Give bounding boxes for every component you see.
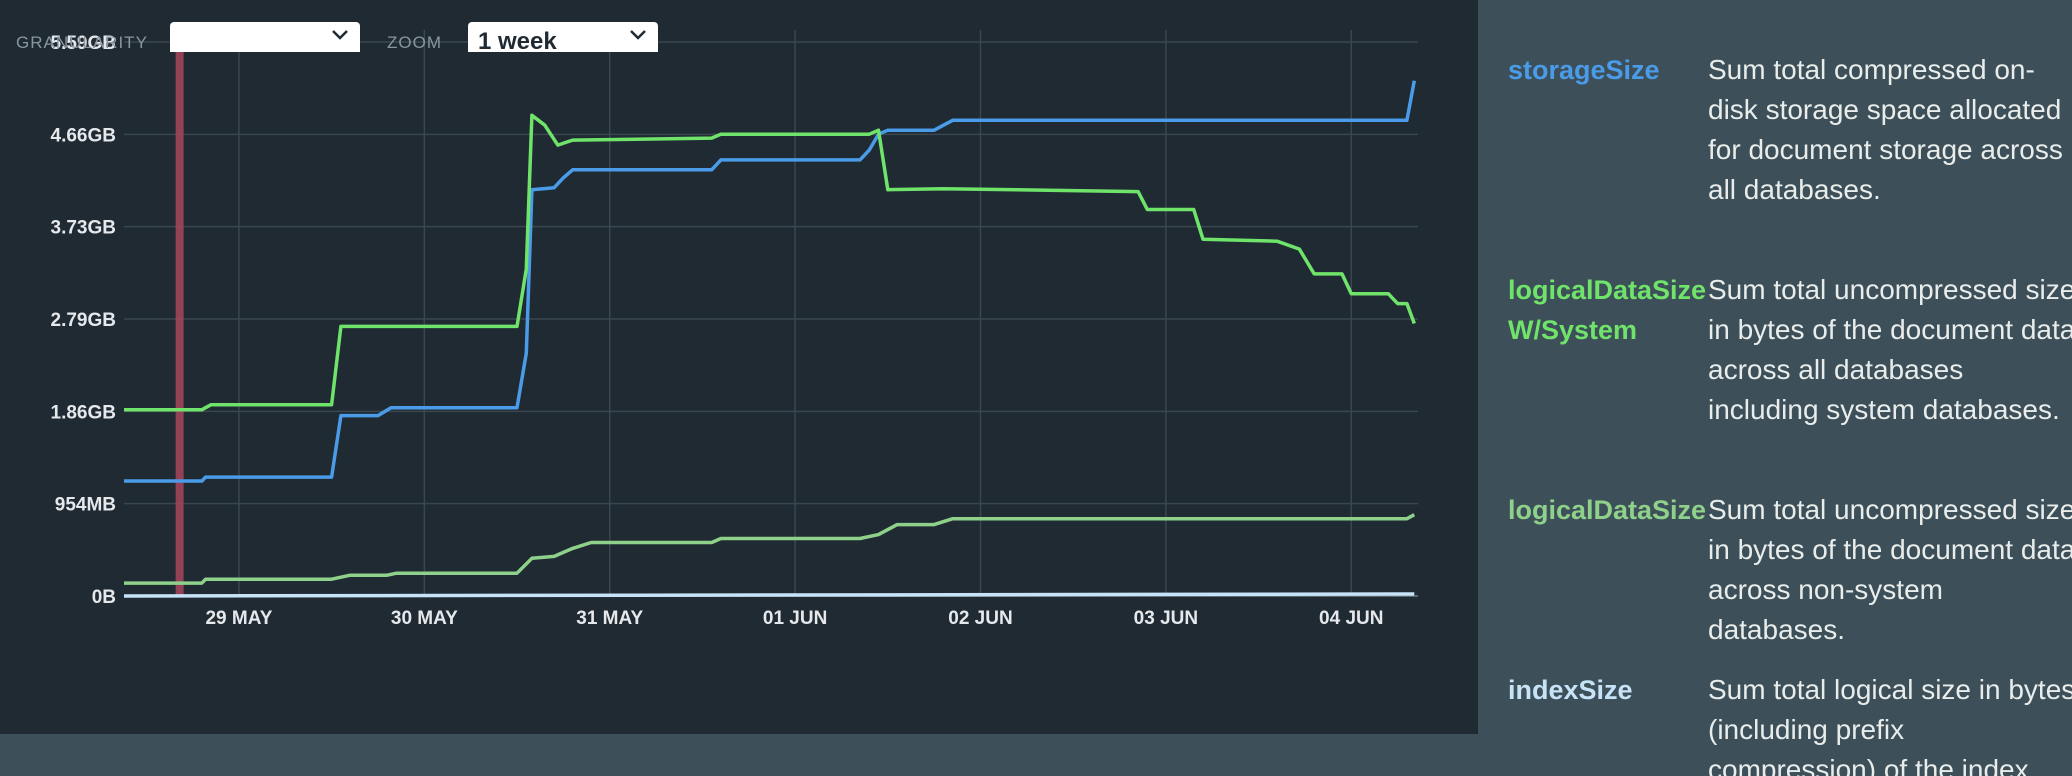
legend-name: indexSize	[1508, 675, 1633, 705]
granularity-select[interactable]	[170, 22, 360, 52]
y-tick-label: 954MB	[55, 495, 116, 516]
series-line-indexsize	[123, 592, 1415, 598]
series-line-logicaldatasize	[124, 513, 1416, 585]
zoom-label: ZOOM	[387, 33, 442, 52]
legend-desc: Sum total logical size in bytes (includi…	[1708, 674, 2072, 776]
legend-name: logicalDataSize W/System	[1508, 275, 1707, 345]
legend-desc: Sum total uncompressed size in bytes of …	[1708, 494, 2072, 645]
series-line-storagesize	[124, 80, 1417, 483]
time-marker	[175, 30, 184, 596]
legend-name: storageSize	[1508, 55, 1660, 85]
x-tick-label: 29 MAY	[205, 608, 272, 629]
y-tick-label: 4.66GB	[51, 125, 116, 146]
series-line-logicaldatasize-w-system	[124, 113, 1416, 412]
legend-desc: Sum total uncompressed size in bytes of …	[1708, 274, 2072, 425]
zoom-value: 1 week	[478, 28, 557, 52]
legend-desc: Sum total compressed on-disk storage spa…	[1708, 54, 2063, 205]
y-tick-label: 5.59GB	[51, 33, 116, 54]
x-tick-label: 01 JUN	[763, 608, 827, 629]
y-tick-label: 1.86GB	[51, 402, 116, 423]
x-tick-label: 02 JUN	[948, 608, 1012, 629]
x-tick-label: 31 MAY	[576, 608, 643, 629]
storage-chart: 0B 954MB 1.86GB 2.79GB 3.73GB 4.66GB 5.59GB 29 …	[51, 30, 1418, 629]
y-tick-label: 0B	[92, 587, 116, 608]
legend-panel: storageSize Sum total compressed on-disk…	[1478, 0, 2072, 776]
x-tick-label: 30 MAY	[391, 608, 458, 629]
chevron-down-icon	[332, 30, 348, 40]
x-tick-label: 03 JUN	[1134, 608, 1198, 629]
x-tick-label: 04 JUN	[1319, 608, 1383, 629]
legend-name: logicalDataSize	[1508, 495, 1707, 525]
zoom-select[interactable]: 1 week	[468, 22, 658, 52]
y-tick-label: 2.79GB	[51, 310, 116, 331]
granularity-label: GRANULARITY	[16, 33, 148, 52]
chart-panel: 0B 954MB 1.86GB 2.79GB 3.73GB 4.66GB 5.59GB 29 …	[0, 0, 1478, 734]
chevron-down-icon	[630, 30, 646, 40]
y-tick-label: 3.73GB	[51, 218, 116, 239]
